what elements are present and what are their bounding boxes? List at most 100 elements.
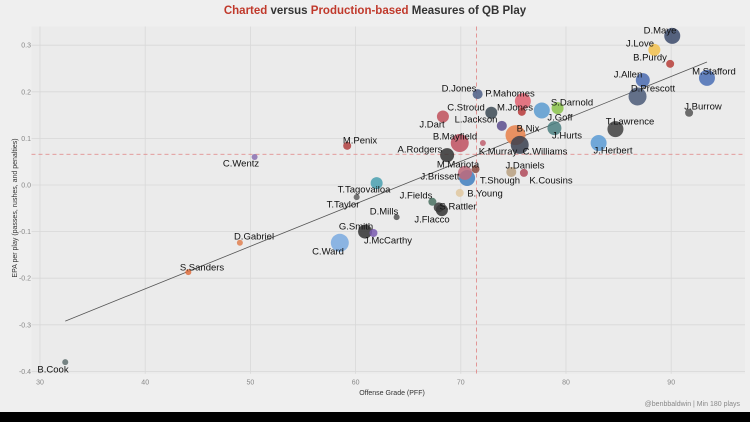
point-b-mayfield [450, 134, 469, 153]
point-c-stroud [485, 106, 498, 119]
label-t-shough: T.Shough [480, 176, 520, 187]
bottom-bar [0, 412, 750, 422]
x-tick-label: 70 [457, 380, 465, 387]
x-tick-label: 40 [141, 380, 149, 387]
point-j-allen [635, 73, 650, 88]
point-g-smith [358, 224, 373, 239]
label-m-stafford: M.Stafford [692, 67, 736, 78]
point-c-ward [330, 233, 349, 252]
label-j-hurts: J.Hurts [552, 131, 582, 142]
point-p-mahomes [514, 93, 531, 110]
x-tick-label: 30 [36, 380, 44, 387]
point-j-herbert [590, 135, 607, 152]
y-tick-label: -0.4 [19, 369, 31, 376]
label-j-daniels: J.Daniels [505, 161, 544, 172]
point-j-goff [533, 102, 550, 119]
tick-labels: 30 40 50 60 70 80 90 0.3 0.2 0.1 0.0 -0.1 -0.2 -0.3 -0… [19, 43, 675, 387]
point-t-taylor [353, 194, 360, 201]
point-d-jones [472, 89, 483, 100]
label-d-jones: D.Jones [442, 84, 477, 95]
point-j-fields [428, 197, 437, 206]
point-d-mills [393, 214, 400, 221]
plot-panel [31, 26, 746, 374]
trend-line [65, 61, 708, 322]
reference-lines [31, 26, 745, 374]
label-b-mayfield: B.Mayfield [433, 132, 477, 143]
point-j-brissett [458, 165, 473, 180]
label-d-mills: D.Mills [370, 207, 399, 218]
label-d-prescott: D.Prescott [631, 84, 676, 95]
label-m-jones: M.Jones [497, 103, 533, 114]
point-j-burrow [685, 108, 694, 117]
label-t-taylor: T.Taylor [327, 200, 360, 211]
point-labels: D.Maye J.Love B.Purdy M.Stafford J.Allen D.Pr… [37, 26, 735, 376]
point-j-daniels [506, 166, 517, 177]
label-j-allen: J.Allen [614, 70, 643, 81]
x-tick-label: 80 [562, 380, 570, 387]
label-j-fields: J.Fields [400, 191, 433, 202]
label-c-wentz: C.Wentz [223, 159, 260, 170]
x-tick-label: 50 [247, 380, 255, 387]
label-b-nix: B.Nix [517, 124, 540, 135]
title-part: Charted [224, 5, 267, 17]
label-j-herbert: J.Herbert [593, 146, 632, 157]
label-s-darnold: S.Darnold [551, 98, 593, 109]
point-b-cook [62, 359, 69, 366]
y-tick-label: -0.2 [19, 276, 31, 283]
label-m-penix: M.Penix [343, 136, 378, 147]
label-j-goff: J.Goff [547, 113, 573, 124]
label-d-maye: D.Maye [644, 26, 677, 37]
chart-title: Charted versus Production-based Measures… [224, 5, 527, 17]
point-d-gabriel [236, 239, 243, 246]
gridlines [31, 26, 745, 374]
label-t-tagovailoa: T.Tagovailoa [338, 185, 392, 196]
point-s-sanders [185, 269, 192, 276]
y-tick-label: 0.0 [21, 183, 31, 190]
label-s-sanders: S.Sanders [180, 263, 225, 274]
point-d-prescott [628, 87, 647, 106]
label-c-ward: C.Ward [312, 247, 344, 258]
point-m-jones [517, 107, 526, 116]
title-part: Production-based [311, 5, 409, 17]
point-s-darnold [551, 102, 564, 115]
point-s-rattler [433, 202, 444, 213]
y-tick-label: 0.3 [21, 43, 31, 50]
point-j-hurts [547, 121, 562, 136]
label-d-gabriel: D.Gabriel [234, 232, 274, 243]
point-a-rodgers [440, 148, 455, 163]
label-l-jackson: L.Jackson [455, 115, 498, 126]
caption: @benbbaldwin | Min 180 plays [645, 401, 741, 408]
point-t-lawrence [607, 121, 624, 138]
points [62, 27, 715, 366]
point-c-williams [510, 135, 529, 154]
label-j-flacco: J.Flacco [414, 215, 449, 226]
label-p-mahomes: P.Mahomes [485, 89, 535, 100]
point-d-maye [664, 27, 681, 44]
point-j-mccarthy [369, 228, 378, 237]
point-c-wentz [251, 154, 258, 161]
label-j-mccarthy: J.McCarthy [364, 236, 412, 247]
label-c-williams: C.Williams [523, 147, 568, 158]
y-tick-label: -0.3 [19, 322, 31, 329]
label-m-mariota: M.Mariota [437, 160, 480, 171]
label-j-love: J.Love [626, 39, 654, 50]
y-tick-label: -0.1 [19, 229, 31, 236]
label-k-cousins: K.Cousins [529, 176, 573, 187]
point-b-purdy [666, 59, 675, 68]
point-m-penix [343, 141, 352, 150]
label-k-murray: K.Murray [479, 147, 518, 158]
point-j-love [648, 43, 661, 56]
label-j-dart: J.Dart [419, 120, 445, 131]
label-g-smith: G.Smith [339, 222, 373, 233]
point-b-young [455, 188, 464, 197]
point-k-cousins [519, 168, 528, 177]
title-part: Measures of QB Play [409, 5, 527, 17]
point-m-mariota [471, 165, 480, 174]
y-tick-label: 0.1 [21, 136, 31, 143]
label-b-purdy: B.Purdy [633, 53, 667, 64]
label-j-burrow: J.Burrow [684, 102, 722, 113]
point-m-stafford [698, 69, 715, 86]
label-c-stroud: C.Stroud [447, 103, 485, 114]
title-part: versus [267, 5, 310, 17]
